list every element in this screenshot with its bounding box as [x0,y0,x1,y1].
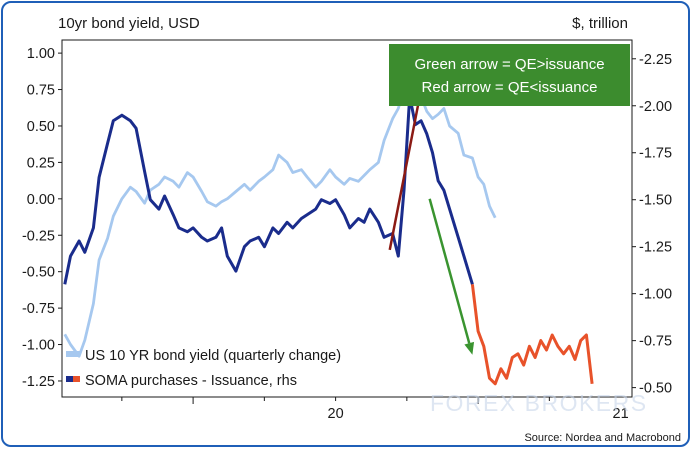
right-tick-label: -2.00 [639,99,672,115]
right-tick-label: -1.50 [639,193,672,209]
series-layer [63,80,594,386]
legend-swatch-yield [66,351,80,357]
series-yield-line [63,80,497,358]
left-tick-label: -0.75 [22,301,55,317]
left-tick-label: -1.00 [22,338,55,354]
x-tick-label: 21 [613,406,629,422]
left-axis: 1.00 0.75 0.50 0.25 0.00 -0.25 -0.50 -0.75 -1.00… [22,46,62,390]
series-soma-line-blue [63,94,474,285]
watermark: FOREX BROKERS [430,390,648,416]
legend-swatch-soma-red [73,376,80,382]
annotation-box [389,44,630,106]
red-arrow-shaft [388,101,421,251]
left-tick-label: 0.00 [27,192,55,208]
left-tick-label: 1.00 [27,46,55,62]
legend-label-yield: US 10 YR bond yield (quarterly change) [85,348,341,364]
right-tick-label: -1.00 [639,287,672,303]
right-axis-title: $, trillion [572,15,628,32]
right-tick-label: -0.50 [639,381,672,397]
source-note: Source: Nordea and Macrobond [524,432,681,444]
left-tick-label: -0.50 [22,265,55,281]
legend-label-soma: SOMA purchases - Issuance, rhs [85,373,297,389]
plot-area [61,39,633,398]
right-tick-label: -1.25 [639,240,672,256]
left-tick-label: 0.25 [27,155,55,171]
annotation-line-2: Red arrow = QE<issuance [422,79,598,96]
green-arrow-shaft [428,198,471,344]
left-tick-label: -1.25 [22,374,55,390]
legend: US 10 YR bond yield (quarterly change) S… [66,348,341,389]
series-soma-line-red [470,284,594,386]
right-axis: -2.25 -2.00 -1.75 -1.50 -1.25 -1.00 -0.75 -0.50 [632,52,672,397]
right-tick-label: -1.75 [639,146,672,162]
right-tick-label: -2.25 [639,52,672,68]
x-axis: 20 21 [121,397,629,422]
left-tick-label: 0.75 [27,83,55,99]
annotation-line-1: Green arrow = QE>issuance [414,56,604,73]
green-arrow-head [464,341,475,355]
left-tick-label: 0.50 [27,119,55,135]
left-axis-title: 10yr bond yield, USD [58,15,200,32]
legend-swatch-soma-blue [66,376,73,382]
right-tick-label: -0.75 [639,334,672,350]
x-tick-label: 20 [328,406,344,422]
left-tick-label: -0.25 [22,228,55,244]
